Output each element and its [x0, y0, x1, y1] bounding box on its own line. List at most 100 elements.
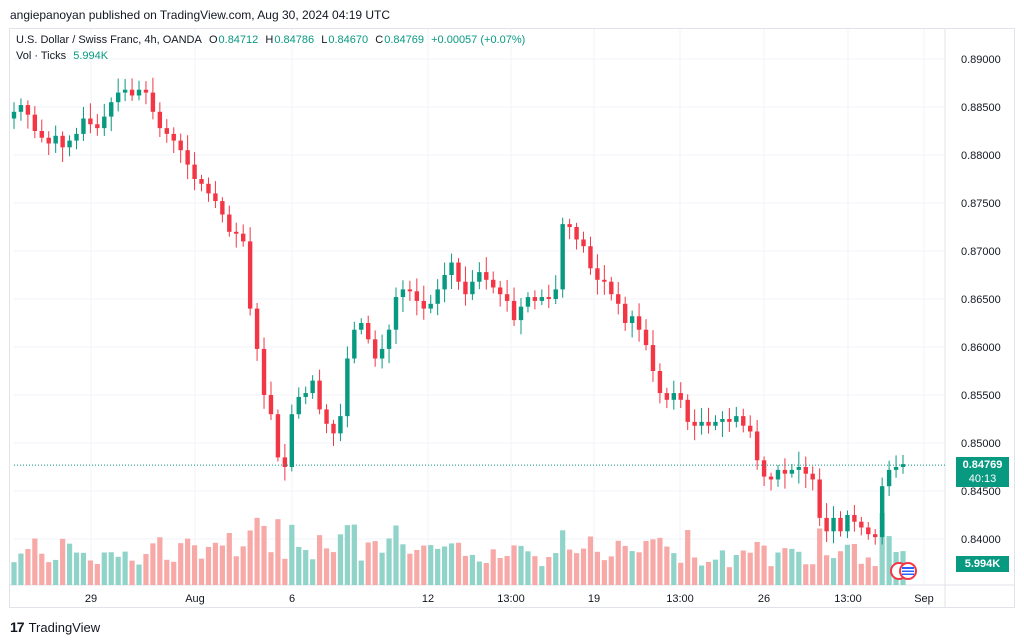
volume-bar-up [442, 546, 448, 585]
candle-up [359, 323, 364, 330]
volume-bar-up [539, 566, 545, 585]
volume-bar-up [393, 525, 399, 585]
volume-bar-down [32, 538, 38, 585]
candle-up [338, 416, 343, 434]
volume-bar-down [664, 546, 670, 585]
volume-bar-down [219, 545, 225, 585]
volume-bar-down [171, 561, 177, 585]
candle-down [247, 241, 253, 309]
candle-down [866, 527, 871, 535]
change-value: +0.00057 (+0.07%) [431, 34, 526, 46]
symbol-title[interactable]: U.S. Dollar / Swiss Franc, 4h, OANDA [16, 34, 202, 46]
candle-down [511, 300, 517, 321]
volume-bar-up [469, 554, 475, 585]
volume-bar-up [115, 556, 121, 585]
volume-bar-down [455, 542, 462, 585]
volume-bar-down [365, 542, 371, 585]
volume-bar-up [289, 524, 295, 585]
open-value: 0.84712 [218, 34, 259, 46]
volume-bar-down [692, 557, 698, 585]
volume-bar-up [448, 543, 455, 585]
candle-up [720, 419, 725, 422]
candle-down [685, 399, 690, 422]
candle-down [727, 419, 732, 422]
footer: 17 TradingView [10, 619, 100, 635]
candle-down [768, 476, 774, 480]
candle-down [650, 345, 656, 371]
candle-down [532, 297, 538, 301]
x-tick-label: 29 [85, 593, 97, 605]
volume-bar-down [567, 549, 573, 585]
candle-down [761, 460, 767, 477]
volume-bar-down [650, 539, 656, 585]
publish-line: angiepanoyan published on TradingView.co… [10, 8, 391, 22]
candle-up [428, 303, 433, 309]
volume-bar-down [407, 553, 413, 585]
candle-down [810, 473, 815, 480]
candle-down [150, 92, 156, 112]
candle-down [88, 118, 93, 125]
candle-up [18, 105, 24, 112]
volume-bar-up [629, 551, 635, 585]
volume-bar-down [233, 556, 239, 585]
volume-bar-down [546, 557, 552, 585]
y-tick-label: 0.89000 [961, 54, 1001, 66]
volume-bar-down [504, 556, 510, 585]
open-label: O [208, 34, 218, 46]
candle-up [442, 275, 447, 290]
candle-down [164, 128, 169, 134]
volume-bar-down [497, 557, 503, 585]
y-tick-label: 0.84000 [961, 534, 1001, 546]
candle-up [886, 469, 892, 487]
candle-down [497, 287, 503, 295]
volume-bar-down [462, 555, 469, 585]
volume-bar-down [150, 543, 156, 585]
candle-up [560, 224, 565, 290]
candle-down [95, 124, 100, 129]
volume-bar-up [122, 551, 128, 585]
volume-label[interactable]: Vol · Ticks [16, 50, 67, 62]
volume-bar-up [553, 553, 559, 585]
y-tick-label: 0.84500 [961, 486, 1001, 498]
candle-down [421, 300, 426, 309]
tradingview-logo-icon[interactable]: 17 [10, 619, 25, 635]
volume-bar-down [851, 543, 857, 585]
volume-value: 5.994K [73, 50, 109, 62]
candle-down [143, 89, 149, 93]
volume-bar-up [698, 565, 705, 585]
volume-bar-down [768, 566, 774, 585]
candle-up [518, 306, 524, 321]
economic-events-icon[interactable] [889, 560, 919, 582]
volume-bar-down [636, 552, 642, 585]
candles [11, 77, 945, 545]
volume-bar-down [608, 556, 614, 585]
candle-down [185, 150, 190, 165]
x-tick-label: 6 [289, 593, 295, 605]
volume-bar-down [421, 545, 427, 585]
y-tick-label: 0.87500 [961, 198, 1001, 210]
y-tick-label: 0.87000 [961, 246, 1001, 258]
x-tick-label: 13:00 [834, 593, 862, 605]
volume-bar-down [803, 564, 809, 585]
last-price-badge: 0.84769 40:13 [956, 457, 1009, 487]
volume-bar-down [782, 548, 788, 585]
volume-bar-down [247, 530, 253, 585]
candle-down [206, 183, 211, 194]
candlestick-chart[interactable]: 0.89000 0.88500 0.88000 0.87500 0.87000 0.865… [10, 29, 1014, 607]
volume-bar-down [483, 563, 489, 585]
candle-down [39, 131, 44, 138]
x-tick-label: Sep [914, 593, 934, 605]
candle-down [491, 279, 496, 288]
volume-bar-down [511, 545, 517, 585]
volume-bar-up [358, 560, 364, 585]
candle-up [345, 358, 350, 417]
candle-down [60, 135, 65, 148]
chart-frame[interactable]: 0.89000 0.88500 0.88000 0.87500 0.87000 0.865… [9, 28, 1015, 608]
volume-bar-down [198, 558, 205, 585]
candle-down [317, 380, 322, 410]
volume-bar-down [580, 548, 587, 585]
candle-up [352, 329, 357, 359]
candle-up [109, 102, 114, 117]
volume-bar-up [344, 525, 350, 585]
volume-bar-up [525, 551, 531, 585]
